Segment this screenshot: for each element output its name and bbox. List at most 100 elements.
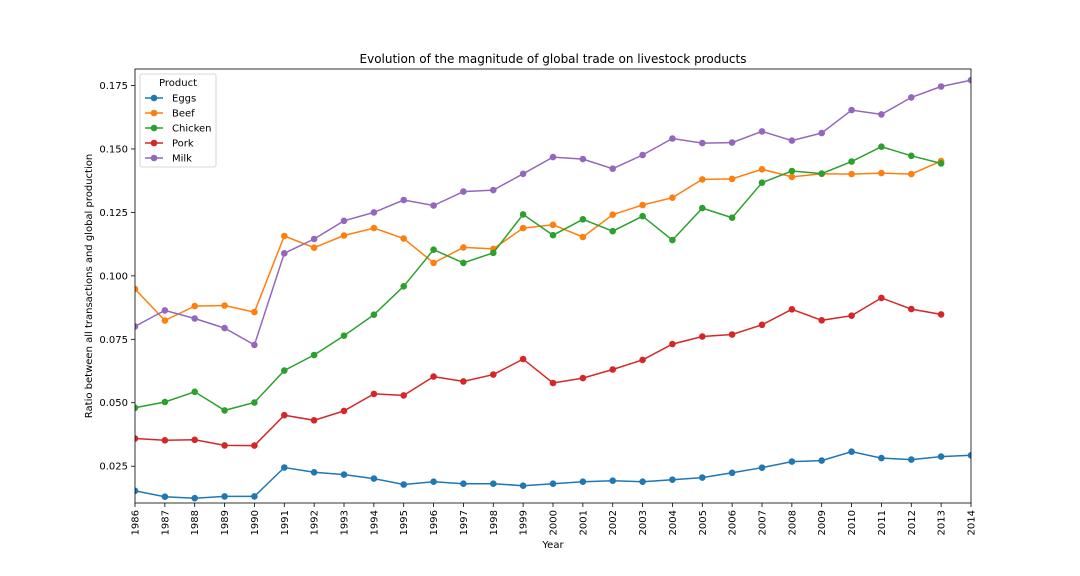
data-point-beef — [370, 224, 378, 232]
data-point-milk — [370, 209, 378, 216]
y-axis-label: Ratio between all transactions and globa… — [84, 154, 95, 418]
data-point-eggs — [878, 454, 885, 462]
data-point-pork — [908, 305, 915, 313]
data-point-milk — [699, 139, 706, 147]
data-point-beef — [519, 224, 527, 232]
data-point-eggs — [848, 448, 855, 456]
data-point-beef — [251, 308, 258, 316]
data-point-pork — [788, 306, 796, 313]
series-pork — [135, 294, 945, 449]
x-tick-label: 2008 — [787, 510, 798, 535]
data-point-chicken — [191, 388, 198, 396]
data-point-chicken — [370, 311, 378, 319]
data-point-eggs — [430, 478, 437, 486]
data-point-milk — [490, 186, 497, 194]
series-line-eggs — [135, 450, 971, 499]
data-point-milk — [135, 323, 139, 330]
y-axis: 0.025 0.050 0.075 0.100 0.125 0.150 0.175 — [99, 81, 135, 473]
data-point-chicken — [340, 332, 348, 340]
y-tick-label: 0.125 — [99, 208, 128, 219]
data-point-eggs — [579, 478, 587, 486]
data-point-beef — [848, 170, 855, 178]
data-point-eggs — [549, 480, 557, 488]
data-point-chicken — [135, 404, 139, 412]
x-tick-label: 1992 — [310, 510, 321, 535]
data-point-chicken — [221, 407, 228, 414]
y-tick-label: 0.050 — [99, 398, 128, 409]
data-point-milk — [310, 235, 318, 243]
data-point-milk — [937, 83, 945, 90]
data-point-milk — [251, 341, 258, 349]
data-point-milk — [848, 106, 855, 114]
y-tick-label: 0.100 — [99, 271, 128, 282]
legend-marker — [150, 109, 158, 117]
data-point-pork — [878, 294, 885, 302]
data-point-milk — [460, 188, 467, 195]
x-tick-label: 1990 — [250, 510, 261, 535]
data-point-pork — [191, 436, 198, 444]
x-tick-label: 1989 — [220, 510, 231, 535]
x-tick-label: 2012 — [907, 510, 918, 535]
data-point-beef — [549, 221, 557, 229]
data-point-milk — [579, 155, 587, 163]
data-point-beef — [878, 169, 885, 177]
series-line-beef — [135, 160, 942, 322]
x-tick-label: 1999 — [519, 510, 530, 535]
data-point-pork — [699, 333, 706, 340]
data-point-beef — [281, 232, 288, 240]
data-point-pork — [340, 407, 348, 415]
legend-label: Chicken — [172, 124, 212, 135]
legend-marker — [150, 154, 158, 162]
data-point-milk — [878, 111, 885, 118]
data-point-pork — [579, 374, 587, 382]
legend-item-pork: Pork — [145, 139, 194, 150]
data-point-pork — [519, 355, 527, 363]
x-tick-label: 1987 — [160, 510, 171, 535]
data-point-beef — [161, 317, 169, 324]
x-tick-label: 2006 — [728, 510, 739, 535]
x-axis: 1986 1987 1988 1989 1990 1991 1992 1993 1994 1995… — [131, 503, 978, 535]
data-point-pork — [370, 390, 378, 398]
data-point-chicken — [460, 259, 467, 267]
data-point-milk — [728, 139, 736, 146]
data-point-eggs — [908, 456, 915, 463]
data-point-chicken — [281, 367, 288, 374]
data-point-pork — [400, 392, 408, 399]
plot-frame — [134, 68, 972, 504]
legend-item-milk: Milk — [145, 154, 192, 165]
data-point-milk — [519, 170, 527, 178]
data-point-chicken — [579, 216, 587, 223]
data-point-eggs — [251, 493, 258, 500]
series-line-pork — [135, 297, 942, 447]
x-tick-label: 1996 — [429, 510, 440, 535]
data-point-chicken — [639, 212, 646, 220]
data-point-eggs — [699, 474, 706, 481]
x-tick-label: 1993 — [340, 510, 351, 535]
data-point-eggs — [937, 453, 945, 460]
x-tick-label: 2009 — [817, 510, 828, 535]
data-point-chicken — [400, 283, 408, 290]
data-point-eggs — [728, 469, 736, 477]
x-tick-label: 2002 — [608, 510, 619, 535]
data-point-pork — [221, 442, 228, 449]
data-point-beef — [340, 232, 348, 239]
data-point-beef — [430, 259, 437, 267]
data-point-eggs — [758, 464, 766, 472]
data-point-milk — [549, 153, 557, 161]
data-point-eggs — [281, 464, 288, 471]
legend-item-beef: Beef — [145, 109, 195, 120]
data-point-chicken — [878, 143, 885, 150]
data-point-chicken — [251, 399, 258, 406]
legend-label: Eggs — [172, 94, 196, 105]
data-point-chicken — [519, 211, 527, 218]
data-point-pork — [937, 311, 945, 318]
data-point-milk — [281, 250, 288, 257]
data-point-beef — [728, 175, 736, 183]
data-point-beef — [191, 302, 198, 310]
series-eggs — [135, 448, 971, 502]
x-tick-label: 1991 — [280, 510, 291, 535]
data-point-chicken — [699, 204, 706, 212]
data-point-eggs — [310, 469, 318, 476]
data-point-eggs — [818, 457, 825, 464]
data-point-chicken — [310, 351, 318, 359]
